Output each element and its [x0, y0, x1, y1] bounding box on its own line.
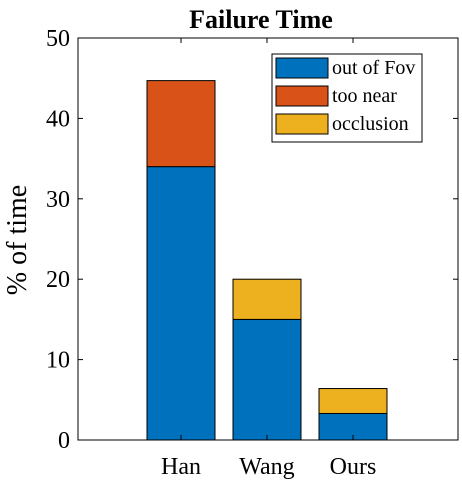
legend-label: occlusion — [332, 113, 409, 135]
bar-han-series-0 — [146, 166, 216, 441]
legend: out of Fov too near occlusion — [271, 53, 423, 143]
bar-wang-series-0 — [232, 318, 302, 441]
legend-label: out of Fov — [332, 57, 415, 79]
plot-area-frame — [77, 37, 459, 441]
x-axis-ticks: Han Wang Ours — [161, 38, 376, 480]
y-tick-label: 10 — [46, 348, 70, 374]
bar-han-series-1 — [146, 80, 216, 168]
y-axis-label: % of time — [2, 185, 33, 295]
bars-group — [146, 80, 388, 441]
y-tick-label: 50 — [46, 26, 70, 52]
y-axis-ticks: 0 10 20 30 40 50 — [46, 26, 458, 454]
bar-wang-series-2 — [232, 278, 302, 320]
bar-ours-series-2 — [318, 388, 388, 414]
legend-label: too near — [332, 85, 397, 107]
y-tick-label: 0 — [58, 428, 70, 454]
legend-swatch — [275, 57, 329, 79]
x-tick-label: Wang — [239, 454, 294, 480]
y-tick-label: 30 — [46, 187, 70, 213]
y-tick-label: 20 — [46, 267, 70, 293]
x-tick-label: Ours — [330, 454, 377, 480]
legend-swatch — [275, 85, 329, 107]
legend-swatch — [275, 113, 329, 135]
y-tick-label: 40 — [46, 106, 70, 132]
x-tick-label: Han — [161, 454, 201, 480]
chart-title: Failure Time — [189, 5, 333, 34]
